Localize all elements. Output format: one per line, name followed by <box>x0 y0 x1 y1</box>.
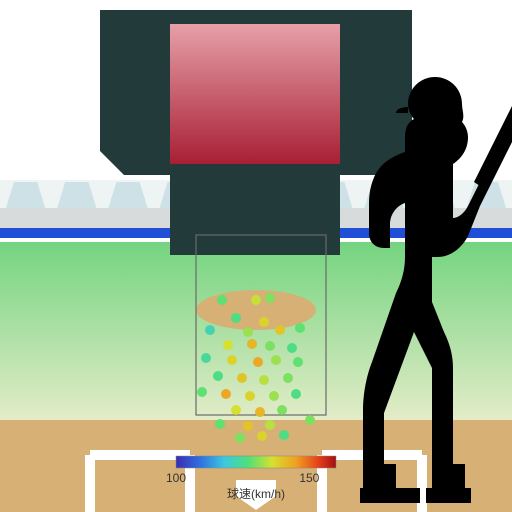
pitch-point <box>271 355 281 365</box>
colorbar-label: 球速(km/h) <box>227 487 285 501</box>
pitch-point <box>265 341 275 351</box>
pitch-point <box>283 373 293 383</box>
pitch-point <box>243 421 253 431</box>
pitch-point <box>287 343 297 353</box>
pitch-point <box>243 327 253 337</box>
pitch-point <box>295 323 305 333</box>
pitch-point <box>259 375 269 385</box>
pitch-point <box>255 407 265 417</box>
colorbar-tick: 100 <box>166 471 186 485</box>
pitch-point <box>265 293 275 303</box>
pitch-point <box>237 373 247 383</box>
pitch-point <box>253 357 263 367</box>
pitch-point <box>201 353 211 363</box>
pitch-point <box>279 430 289 440</box>
pitch-point <box>235 433 245 443</box>
pitch-point <box>217 295 227 305</box>
pitch-point <box>277 405 287 415</box>
pitch-point <box>213 371 223 381</box>
pitch-point <box>291 389 301 399</box>
pitch-point <box>259 317 269 327</box>
pitch-point <box>197 387 207 397</box>
pitch-chart: 100 150 球速(km/h) <box>0 0 512 512</box>
pitch-point <box>251 295 261 305</box>
pitch-point <box>257 431 267 441</box>
pitch-point <box>293 357 303 367</box>
pitch-point <box>275 325 285 335</box>
colorbar <box>176 456 336 468</box>
pitch-point <box>221 389 231 399</box>
pitch-point <box>227 355 237 365</box>
colorbar-tick: 150 <box>299 471 319 485</box>
pitch-point <box>231 405 241 415</box>
pitch-point <box>223 340 233 350</box>
scoreboard-screen <box>170 24 340 164</box>
pitch-point <box>247 339 257 349</box>
pitch-point <box>269 391 279 401</box>
pitch-point <box>205 325 215 335</box>
pitch-point <box>245 391 255 401</box>
pitch-point <box>305 415 315 425</box>
pitch-point <box>265 420 275 430</box>
pitch-point <box>231 313 241 323</box>
pitch-point <box>215 419 225 429</box>
